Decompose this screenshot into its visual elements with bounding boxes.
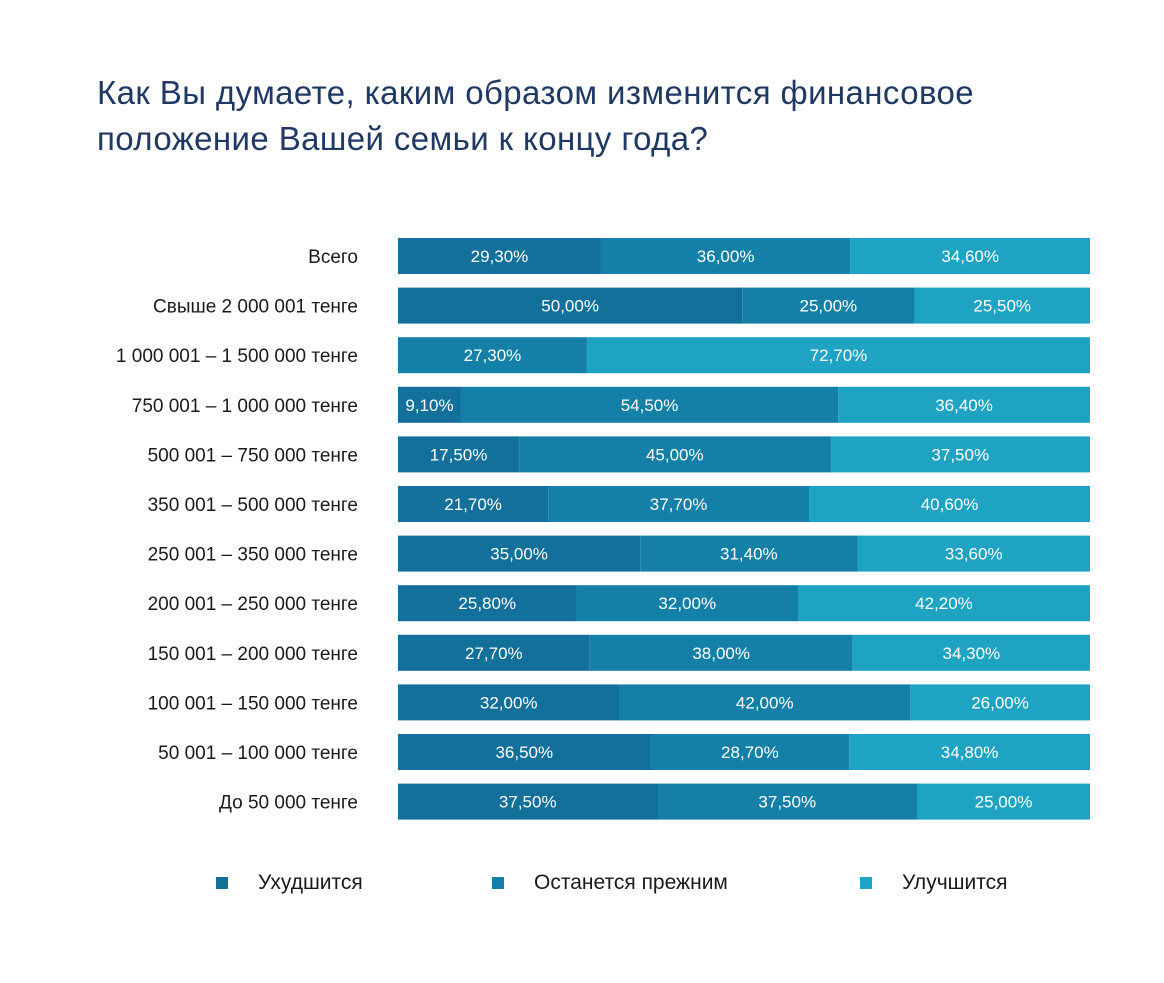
- data-label-same: 31,40%: [720, 545, 778, 564]
- category-label: Всего: [308, 247, 358, 268]
- legend-swatch-worse: [216, 877, 228, 889]
- bar-segment-better: [917, 783, 1090, 820]
- category-label: Свыше 2 000 001 тенге: [153, 297, 358, 318]
- data-label-better: 36,40%: [935, 396, 993, 415]
- legend-label-better: Улучшится: [902, 871, 1008, 894]
- legend-label-same: Останется прежним: [534, 871, 728, 894]
- bar-segment-better: [850, 238, 1090, 274]
- data-label-worse: 17,50%: [430, 445, 488, 464]
- bar-segment-worse: [398, 486, 549, 522]
- data-label-same: 32,00%: [658, 594, 716, 613]
- data-label-same: 25,00%: [800, 297, 858, 316]
- bar-segment-worse: [398, 783, 658, 820]
- data-label-better: 34,60%: [941, 247, 999, 266]
- data-label-same: 36,00%: [697, 247, 755, 266]
- data-label-worse: 32,00%: [480, 693, 538, 712]
- data-label-worse: 35,00%: [490, 545, 548, 564]
- legend-swatch-better: [860, 877, 872, 889]
- bar-segment-worse: [398, 634, 590, 671]
- data-label-same: 45,00%: [646, 445, 704, 464]
- data-label-better: 72,70%: [810, 346, 868, 365]
- bar-segment-same: [460, 386, 839, 423]
- chart-title-line-1: Как Вы думаете, каким образом изменится …: [97, 74, 975, 111]
- data-label-worse: 36,50%: [495, 743, 553, 762]
- data-label-better: 37,50%: [931, 445, 989, 464]
- data-label-better: 40,60%: [921, 495, 979, 514]
- bar-segment-better: [910, 684, 1090, 721]
- bar-segment-worse: [398, 535, 641, 572]
- bar-segment-better: [914, 287, 1090, 324]
- data-label-worse: 9,10%: [405, 396, 453, 415]
- bar-segment-better: [797, 585, 1090, 622]
- bar-segment-same: [398, 337, 587, 374]
- bar-segment-worse: [398, 684, 620, 721]
- category-label: 200 001 – 250 000 тенге: [148, 594, 358, 615]
- bar-segment-better: [838, 386, 1090, 423]
- data-label-worse: 37,50%: [499, 793, 557, 812]
- chart-legend: Ухудшится Останется прежним Улучшится: [0, 866, 1164, 900]
- category-label: 50 001 – 100 000 тенге: [158, 743, 358, 764]
- legend-label-worse: Ухудшится: [258, 871, 363, 894]
- bar-segment-same: [589, 634, 853, 671]
- data-label-same: 27,30%: [464, 346, 522, 365]
- data-label-worse: 21,70%: [444, 495, 502, 514]
- data-label-same: 38,00%: [692, 644, 750, 663]
- bar-segment-same: [519, 436, 831, 473]
- legend-item-worse: Ухудшится: [216, 866, 363, 900]
- bar-segment-worse: [398, 287, 743, 324]
- category-label: 750 001 – 1 000 000 тенге: [132, 396, 358, 417]
- legend-item-better: Улучшится: [860, 866, 1007, 900]
- chart-title-line-2: положение Вашей семьи к концу года?: [97, 120, 709, 157]
- bar-segment-better: [586, 337, 1090, 374]
- category-label: 250 001 – 350 000 тенге: [148, 545, 358, 566]
- bar-segment-better: [857, 535, 1090, 572]
- bar-segment-same: [742, 287, 915, 324]
- bar-segment-better: [849, 734, 1090, 770]
- data-label-better: 34,30%: [942, 644, 1000, 663]
- category-label: 150 001 – 200 000 тенге: [148, 644, 358, 665]
- bar-segment-worse: [398, 386, 461, 423]
- legend-swatch-same: [492, 877, 504, 889]
- bar-segment-same: [548, 486, 810, 522]
- data-label-worse: 27,70%: [465, 644, 523, 663]
- data-label-same: 54,50%: [621, 396, 679, 415]
- data-label-better: 42,20%: [915, 594, 973, 613]
- category-label: 500 001 – 750 000 тенге: [148, 445, 358, 466]
- data-label-better: 25,00%: [975, 793, 1033, 812]
- data-label-worse: 50,00%: [541, 297, 599, 316]
- data-label-same: 37,50%: [758, 793, 816, 812]
- bar-segment-better: [809, 486, 1090, 522]
- bar-segment-same: [600, 238, 851, 274]
- category-label: 350 001 – 500 000 тенге: [148, 495, 358, 516]
- data-label-better: 33,60%: [945, 545, 1003, 564]
- bar-segment-worse: [398, 238, 601, 274]
- category-label: До 50 000 тенге: [219, 793, 358, 814]
- data-label-better: 34,80%: [941, 743, 999, 762]
- bar-segment-same: [576, 585, 798, 622]
- chart-title: Как Вы думаете, каким образом изменится …: [97, 70, 1097, 162]
- data-label-worse: 29,30%: [471, 247, 529, 266]
- data-label-same: 42,00%: [736, 693, 794, 712]
- bar-segment-same: [650, 734, 850, 770]
- legend-item-same: Останется прежним: [492, 866, 728, 900]
- bar-segment-better: [830, 436, 1090, 473]
- data-label-worse: 25,80%: [458, 594, 516, 613]
- data-label-same: 28,70%: [721, 743, 779, 762]
- bar-segment-worse: [398, 734, 651, 770]
- bar-segment-same: [640, 535, 858, 572]
- category-label: 1 000 001 – 1 500 000 тенге: [116, 346, 358, 367]
- bar-segment-worse: [398, 585, 577, 622]
- bar-segment-better: [852, 634, 1090, 671]
- stacked-bar-chart: Всего 29,30% 36,00% 34,60% Свыше 2 000 001 т…: [116, 238, 1090, 820]
- category-label: 100 001 – 150 000 тенге: [148, 693, 358, 714]
- bar-segment-worse: [398, 436, 520, 473]
- data-label-better: 25,50%: [973, 297, 1031, 316]
- data-label-same: 37,70%: [650, 495, 708, 514]
- data-label-better: 26,00%: [971, 693, 1029, 712]
- bar-segment-same: [657, 783, 917, 820]
- bar-segment-same: [619, 684, 911, 721]
